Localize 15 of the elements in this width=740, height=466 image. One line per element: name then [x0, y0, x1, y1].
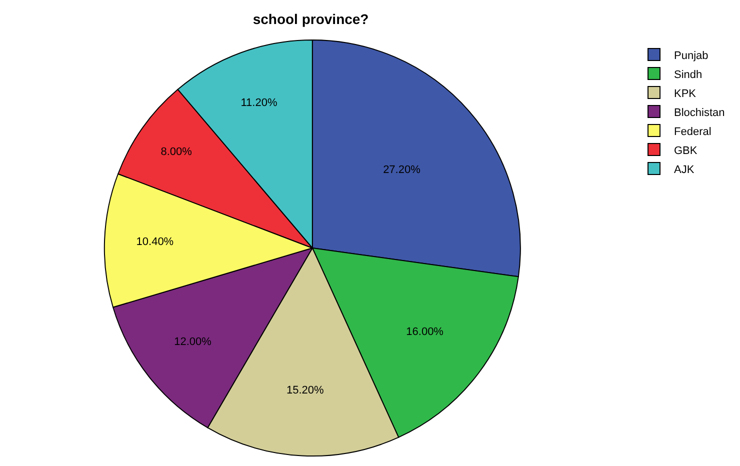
legend-label: Federal	[674, 126, 712, 138]
legend-label: Punjab	[674, 50, 708, 62]
chart-title: school province?	[252, 10, 369, 27]
data-label: 12.00%	[174, 336, 212, 348]
legend-label: AJK	[674, 164, 695, 176]
data-label: 11.20%	[240, 96, 278, 109]
data-label: 16.00%	[406, 326, 444, 338]
data-label: 8.00%	[160, 146, 192, 158]
data-label: 15.20%	[286, 384, 324, 396]
legend-label: Sindh	[674, 68, 702, 81]
legend-label: Blochistan	[674, 106, 725, 119]
data-label: 10.40%	[136, 236, 174, 248]
legend-label: KPK	[674, 88, 697, 100]
legend-label: GBK	[674, 144, 698, 157]
data-label: 27.20%	[383, 164, 421, 176]
